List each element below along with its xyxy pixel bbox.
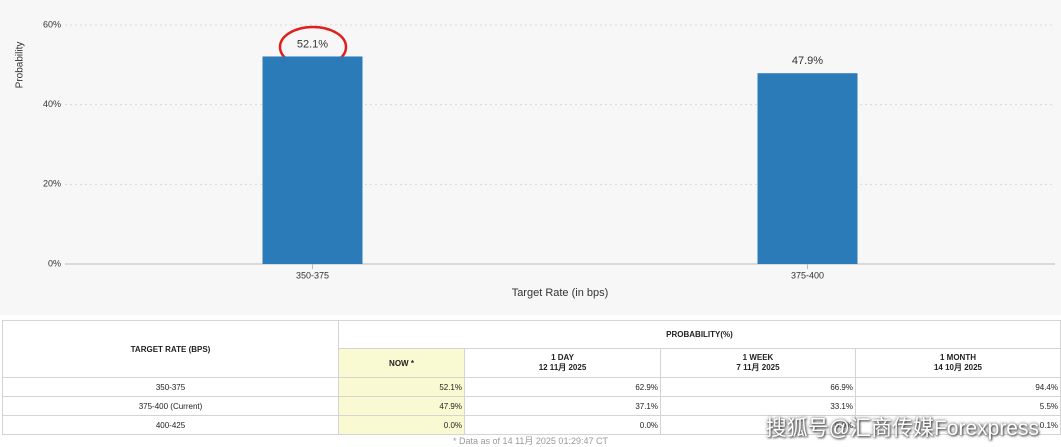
y-tick-label: 60%: [43, 19, 61, 29]
bar: [757, 73, 858, 264]
table-cell: 0.1%: [855, 415, 1061, 435]
column-title: NOW *: [389, 358, 414, 368]
table-row: 400-425 0.0% 0.0% 0.0% 0.1%: [2, 415, 1061, 435]
table-cell: 350-375: [2, 377, 339, 397]
y-axis-title: Probability: [15, 42, 26, 89]
table-row: 350-375 52.1% 62.9% 66.9% 94.4%: [2, 377, 1061, 397]
value-label: 47.9%: [792, 55, 823, 67]
y-tick-label: 0%: [48, 258, 61, 268]
watermark: 搜狐号@汇商传媒Forexpress: [765, 417, 1039, 440]
header-cell: 1 MONTH 14 10月 2025: [855, 348, 1061, 378]
table-cell: 375-400 (Current): [2, 396, 339, 416]
x-axis-title: Target Rate (in bps): [512, 287, 609, 299]
column-title: 1 MONTH: [940, 353, 976, 362]
header-cell: 1 WEEK 7 11月 2025: [660, 348, 856, 378]
y-tick-label: 20%: [43, 179, 61, 189]
header-cell: TARGET RATE (BPS): [2, 320, 339, 378]
x-tick-label: 350-375: [296, 270, 329, 280]
x-tick-label: 375-400: [791, 270, 824, 280]
y-tick-label: 40%: [43, 99, 61, 109]
header-cell: NOW *: [338, 348, 465, 378]
table-cell: 66.9%: [660, 377, 856, 397]
table-cell: 0.0%: [338, 415, 465, 435]
footnote: * Data as of 14 11月 2025 01:29:47 CT: [453, 436, 608, 446]
column-title: 1 WEEK: [742, 353, 774, 362]
table-cell: 47.9%: [338, 396, 465, 416]
bar: [262, 56, 363, 264]
chart: Probability Target Rate (in bps) 0% 20% 40…: [14, 19, 1055, 299]
table-cell: 52.1%: [338, 377, 465, 397]
table-cell: 94.4%: [855, 377, 1061, 397]
column-date: 7 11月 2025: [736, 363, 780, 372]
column-title: 1 DAY: [551, 353, 574, 362]
probability-table: TARGET RATE (BPS) PROBABILITY(%) NOW * 1 …: [2, 320, 1061, 435]
value-label: 52.1%: [297, 38, 328, 50]
table-cell: 0.0%: [464, 415, 661, 435]
header-cell: 1 DAY 12 11月 2025: [464, 348, 661, 378]
column-date: 14 10月 2025: [933, 363, 983, 372]
table-cell: 0.0%: [660, 415, 856, 435]
table-cell: 62.9%: [464, 377, 661, 397]
column-date: 12 11月 2025: [538, 363, 587, 372]
table-cell: 37.1%: [464, 396, 661, 416]
header-cell: PROBABILITY(%): [338, 320, 1061, 349]
table-cell: 400-425: [2, 415, 339, 435]
